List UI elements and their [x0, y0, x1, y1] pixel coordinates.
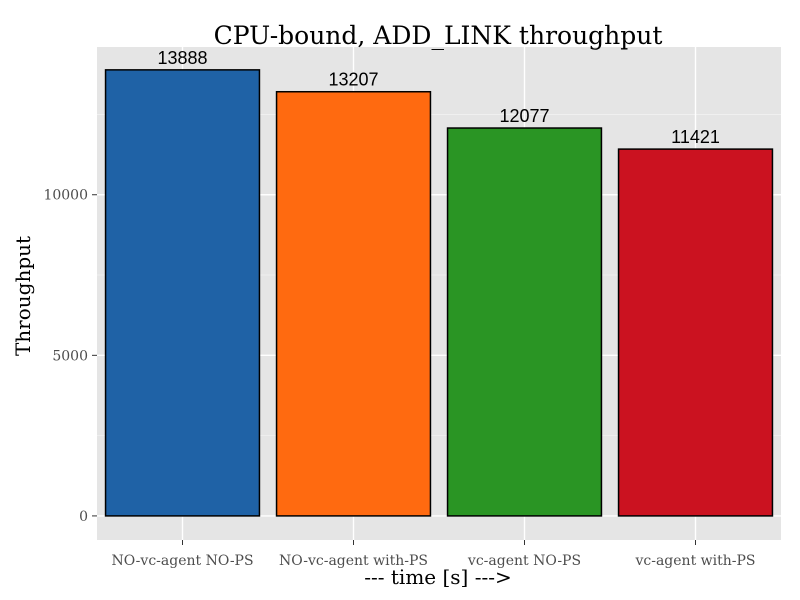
y-tick-label: 0	[79, 509, 88, 525]
bar-1	[104, 69, 261, 517]
bar-4	[617, 148, 774, 517]
y-axis-label: Throughput	[11, 236, 35, 356]
data-labels: 13888 13207 12077 11421	[157, 48, 719, 147]
bar-3	[446, 127, 603, 517]
y-tick-label: 5000	[52, 348, 88, 364]
x-tick-label: vc-agent with-PS	[634, 553, 755, 569]
x-tick-label: NO-vc-agent NO-PS	[111, 553, 253, 569]
bar-2	[275, 90, 432, 517]
x-axis-ticks: NO-vc-agent NO-PS NO-vc-agent with-PS vc-a…	[111, 540, 756, 569]
y-axis-ticks: 0 5000 10000	[43, 188, 97, 525]
x-axis-label: --- time [s] --->	[364, 565, 511, 589]
x-tick-label: vc-agent NO-PS	[467, 553, 581, 569]
bars	[104, 69, 774, 517]
chart-title: CPU-bound, ADD_LINK throughput	[214, 21, 663, 50]
bar-value-label: 12077	[499, 106, 549, 126]
bar-value-label: 11421	[671, 127, 720, 147]
bar-value-label: 13888	[157, 48, 207, 68]
y-tick-label: 10000	[43, 188, 88, 204]
x-tick-label: NO-vc-agent with-PS	[279, 553, 428, 569]
bar-value-label: 13207	[328, 70, 378, 90]
